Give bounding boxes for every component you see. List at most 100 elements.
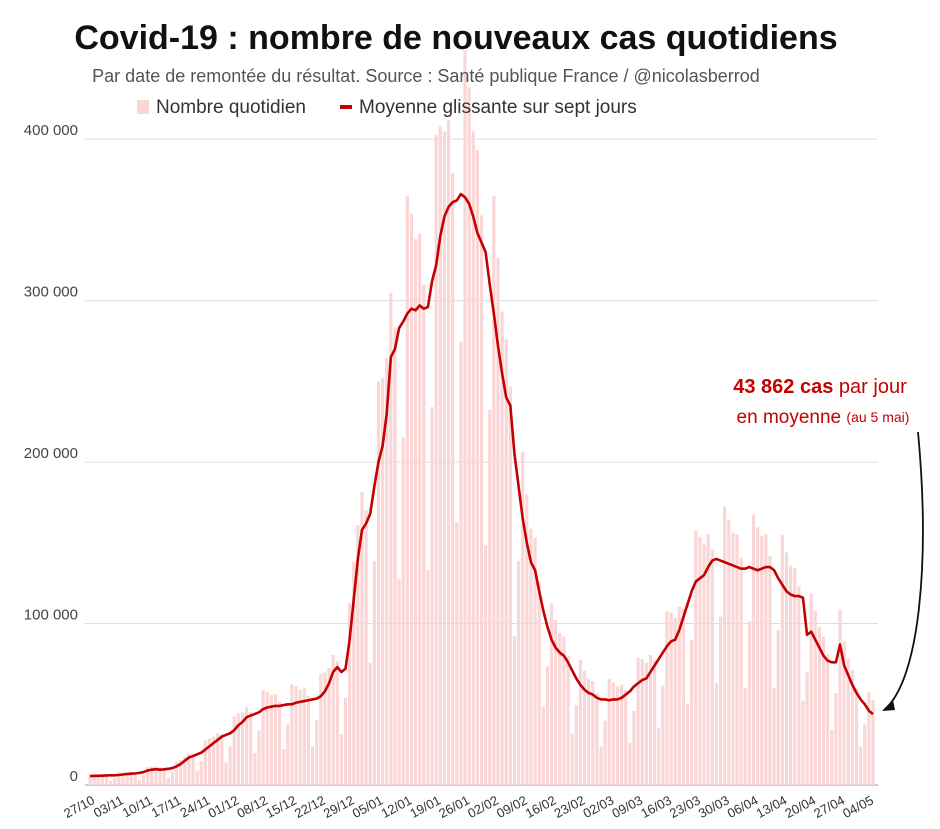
- bar: [562, 636, 566, 785]
- bar: [768, 556, 772, 785]
- bar: [830, 729, 834, 785]
- bar: [257, 730, 261, 785]
- bar: [96, 774, 100, 785]
- legend-label: Nombre quotidien: [156, 97, 306, 118]
- y-tick-label: 200 000: [24, 445, 78, 462]
- bar: [364, 510, 368, 785]
- bar: [834, 692, 838, 785]
- bar: [426, 569, 430, 785]
- bar: [203, 740, 207, 785]
- bar: [846, 658, 850, 785]
- y-tick-label: 400 000: [24, 122, 78, 139]
- bar: [714, 683, 718, 785]
- bar: [784, 552, 789, 785]
- bar: [677, 606, 681, 785]
- bar: [648, 655, 653, 785]
- bar: [100, 774, 104, 785]
- bar: [685, 703, 690, 785]
- bar: [195, 771, 199, 785]
- y-tick-label: 300 000: [24, 284, 78, 301]
- bar: [871, 700, 875, 785]
- bar: [319, 673, 323, 785]
- bar: [632, 711, 636, 785]
- bar: [129, 771, 133, 785]
- bar: [455, 521, 459, 785]
- bar: [385, 357, 389, 785]
- bar: [797, 586, 801, 785]
- bar: [694, 530, 698, 785]
- bar: [607, 679, 611, 785]
- bar: [451, 172, 455, 786]
- bar: [418, 233, 422, 786]
- bar: [286, 724, 290, 785]
- bar: [735, 534, 739, 785]
- bar: [772, 688, 776, 785]
- bar: [488, 409, 492, 785]
- bar: [793, 567, 797, 785]
- bar: [113, 777, 117, 785]
- bar: [166, 777, 170, 785]
- arrow-head: [882, 700, 895, 711]
- bar: [310, 746, 315, 785]
- bar: [826, 654, 830, 785]
- bar: [850, 669, 854, 785]
- annotation: 43 862 cas par jour en moyenne (au 5 mai…: [733, 376, 909, 428]
- bar: [315, 720, 319, 785]
- bar: [232, 716, 236, 785]
- bar: [698, 537, 702, 785]
- bar: [780, 534, 784, 785]
- bar: [809, 593, 813, 785]
- bar: [413, 239, 418, 785]
- bar: [801, 700, 805, 785]
- bar: [484, 545, 488, 785]
- bar: [574, 705, 578, 785]
- bar: [339, 734, 343, 785]
- x-tick-label: 04/05: [840, 792, 876, 821]
- bar: [636, 657, 640, 785]
- bar: [578, 659, 583, 785]
- legend-swatch: [137, 100, 149, 114]
- bar: [508, 386, 512, 785]
- bar: [360, 491, 364, 785]
- bar: [141, 775, 146, 785]
- bar: [739, 557, 743, 785]
- bar: [554, 620, 558, 785]
- bar: [442, 131, 447, 785]
- y-tick-label: 0: [70, 768, 78, 785]
- annotation-line: en moyenne (au 5 mai): [737, 407, 910, 428]
- bar: [599, 746, 603, 785]
- bar: [863, 724, 867, 785]
- bar: [537, 581, 541, 785]
- bar: [821, 636, 826, 785]
- bar: [306, 696, 311, 785]
- bar: [409, 213, 414, 785]
- bar: [422, 284, 426, 785]
- bar: [393, 327, 397, 785]
- bar: [191, 754, 195, 785]
- bar: [731, 532, 735, 785]
- y-tick-label: 100 000: [24, 607, 78, 624]
- bar: [467, 87, 471, 785]
- bar: [261, 690, 265, 785]
- bar: [496, 258, 500, 785]
- bar: [121, 772, 125, 785]
- bar: [764, 534, 768, 785]
- bar: [405, 195, 409, 786]
- bar: [558, 632, 562, 785]
- bar: [438, 126, 442, 785]
- bar: [842, 641, 846, 785]
- bar: [187, 753, 191, 785]
- bar: [170, 772, 175, 785]
- bar: [652, 659, 657, 785]
- bar: [277, 701, 282, 785]
- bar: [183, 757, 187, 785]
- bar: [389, 292, 393, 785]
- bar: [615, 686, 620, 785]
- bar: [179, 759, 183, 785]
- bar: [661, 685, 665, 785]
- bar: [512, 635, 517, 785]
- bar: [397, 579, 401, 785]
- bar: [838, 609, 842, 785]
- bar: [174, 761, 179, 785]
- bar: [356, 525, 360, 785]
